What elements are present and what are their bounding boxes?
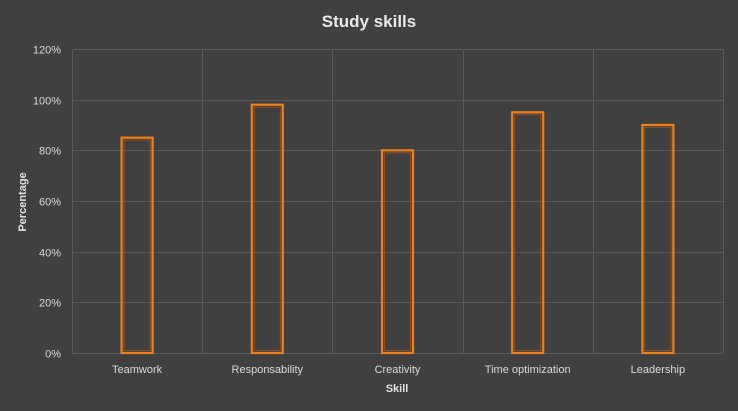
y-tick-label: 120% [33,45,61,57]
x-axis-label: Skill [386,383,409,395]
bar-outline [641,123,675,355]
y-tick-label: 20% [39,298,61,310]
x-category-label: Creativity [375,364,421,376]
bar-outline [250,103,284,355]
bar [250,103,284,355]
chart-title: Study skills [322,12,416,31]
bar-inner-glow [514,114,542,352]
y-tick-label: 100% [33,96,61,108]
x-category-label: Leadership [631,364,685,376]
bar [120,136,154,355]
x-category-label: Time optimization [485,364,571,376]
gridlines [72,49,724,354]
bar [641,123,675,355]
y-tick-label: 60% [39,197,61,209]
bar-inner-glow [644,127,672,351]
bar-inner-glow [253,106,281,351]
bar-outline [511,111,545,355]
y-tick-label: 40% [39,248,61,260]
bar [380,149,415,355]
bar-outline [120,136,154,355]
y-tick-label: 80% [39,146,61,158]
x-category-label: Teamwork [112,364,163,376]
bar [511,111,545,355]
bar-inner-glow [123,139,151,351]
x-category-label: Responsability [232,364,304,376]
y-axis-ticks: 0% 20% 40% 60% 80% 100% 120% [33,45,61,361]
x-axis-categories: Teamwork Responsability Creativity Time opt… [112,364,685,376]
bar-outline [380,149,415,355]
bars [120,103,675,355]
y-tick-label: 0% [45,349,61,361]
bar-inner-glow [384,152,411,351]
y-axis-label: Percentage [17,172,29,231]
